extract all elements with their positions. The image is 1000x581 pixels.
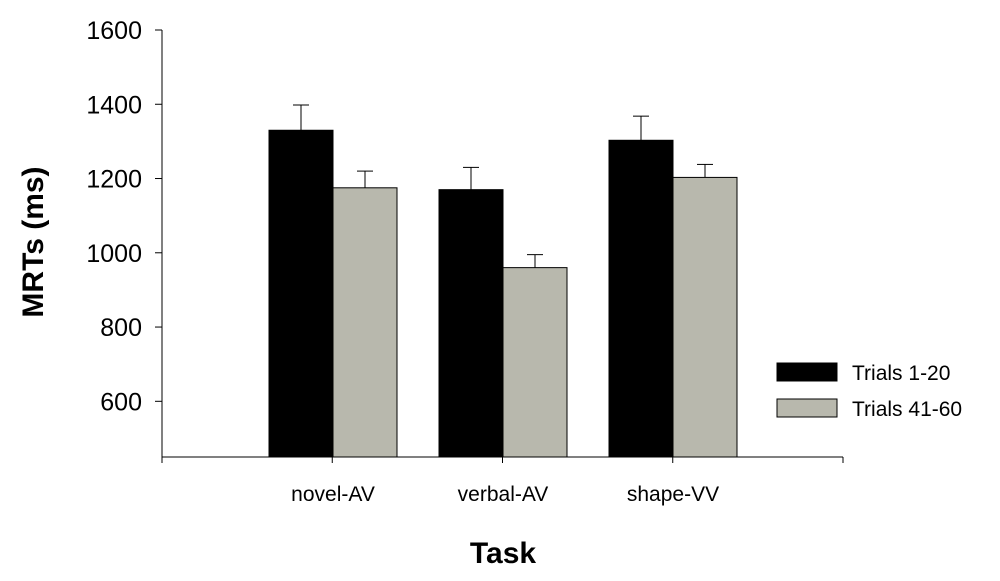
y-tick-label: 1600 [86, 17, 142, 45]
x-category-label: novel-AV [291, 483, 375, 506]
legend-label: Trials 1-20 [852, 362, 950, 385]
x-category-label: shape-VV [627, 483, 719, 506]
y-tick-label: 1400 [86, 91, 142, 119]
bar-verbal-AV-trials-1-20 [438, 189, 504, 458]
y-axis-title: MRTs (ms) [17, 166, 50, 317]
legend-label: Trials 41-60 [852, 398, 962, 421]
y-tick-label: 1200 [86, 166, 142, 194]
legend-swatch [776, 362, 838, 382]
y-tick-label: 800 [100, 314, 142, 342]
y-tick-label: 1000 [86, 240, 142, 268]
bar-verbal-AV-trials-41-60 [502, 267, 568, 458]
x-axis-categories: novel-AV verbal-AV shape-VV [161, 457, 844, 506]
bar-shape-VV-trials-1-20 [608, 139, 674, 458]
bar-novel-AV-trials-1-20 [268, 129, 334, 458]
legend-swatch [776, 398, 838, 418]
x-category-label: verbal-AV [458, 483, 549, 506]
error-bars [293, 104, 713, 268]
bar-shape-VV-trials-41-60 [672, 176, 738, 458]
x-axis-title: Task [470, 537, 536, 570]
bar-novel-AV-trials-41-60 [332, 187, 398, 458]
y-tick-label: 600 [100, 388, 142, 416]
bars [268, 129, 738, 458]
legend: Trials 1-20 Trials 41-60 [776, 362, 962, 421]
y-axis-ticks: 600 800 1000 1200 1400 1600 [86, 17, 162, 416]
